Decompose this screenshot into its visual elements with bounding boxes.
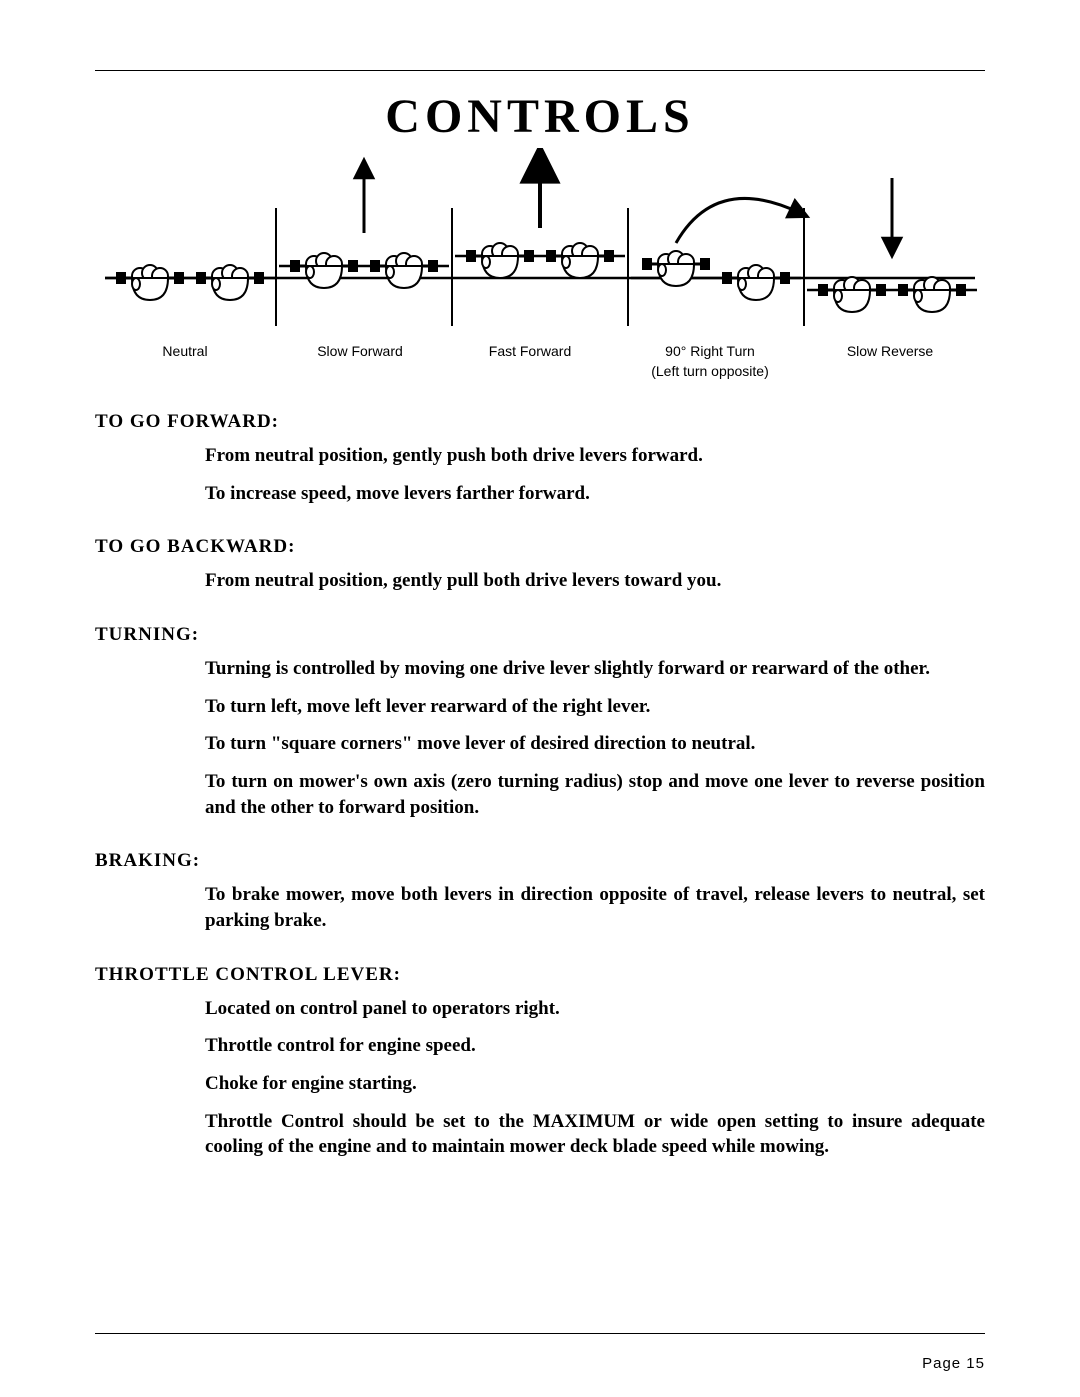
page-title: CONTROLS	[95, 89, 985, 144]
caption-slow-reverse: Slow Reverse	[805, 342, 975, 381]
caption-right-turn-line2: (Left turn opposite)	[651, 363, 769, 379]
text-braking-1: To brake mower, move both levers in dire…	[205, 882, 985, 933]
heading-backward: TO GO BACKWARD:	[95, 536, 985, 558]
diagram-captions: Neutral Slow Forward Fast Forward 90° Ri…	[95, 342, 985, 381]
text-throttle-3: Choke for engine starting.	[205, 1071, 985, 1097]
rule-top	[95, 70, 985, 71]
text-throttle-4: Throttle Control should be set to the MA…	[205, 1109, 985, 1160]
text-forward-1: From neutral position, gently push both …	[205, 443, 985, 469]
caption-right-turn-line1: 90° Right Turn	[665, 343, 755, 359]
text-turning-4: To turn on mower's own axis (zero turnin…	[205, 769, 985, 820]
page-number: Page 15	[922, 1355, 985, 1372]
caption-fast-forward: Fast Forward	[445, 342, 615, 381]
caption-neutral: Neutral	[95, 342, 275, 381]
controls-diagram: Neutral Slow Forward Fast Forward 90° Ri…	[95, 148, 985, 381]
heading-braking: BRAKING:	[95, 850, 985, 872]
text-forward-2: To increase speed, move levers farther f…	[205, 481, 985, 507]
text-throttle-2: Throttle control for engine speed.	[205, 1033, 985, 1059]
text-turning-3: To turn "square corners" move lever of d…	[205, 731, 985, 757]
heading-turning: TURNING:	[95, 624, 985, 646]
text-turning-2: To turn left, move left lever rearward o…	[205, 694, 985, 720]
content-body: TO GO FORWARD: From neutral position, ge…	[95, 411, 985, 1160]
caption-right-turn: 90° Right Turn (Left turn opposite)	[615, 342, 805, 381]
caption-slow-forward: Slow Forward	[275, 342, 445, 381]
text-throttle-1: Located on control panel to operators ri…	[205, 996, 985, 1022]
controls-diagram-svg	[100, 148, 980, 338]
heading-throttle: THROTTLE CONTROL LEVER:	[95, 964, 985, 986]
manual-page: CONTROLS	[0, 0, 1080, 1397]
text-backward-1: From neutral position, gently pull both …	[205, 568, 985, 594]
text-turning-1: Turning is controlled by moving one driv…	[205, 656, 985, 682]
heading-forward: TO GO FORWARD:	[95, 411, 985, 433]
rule-bottom	[95, 1333, 985, 1334]
